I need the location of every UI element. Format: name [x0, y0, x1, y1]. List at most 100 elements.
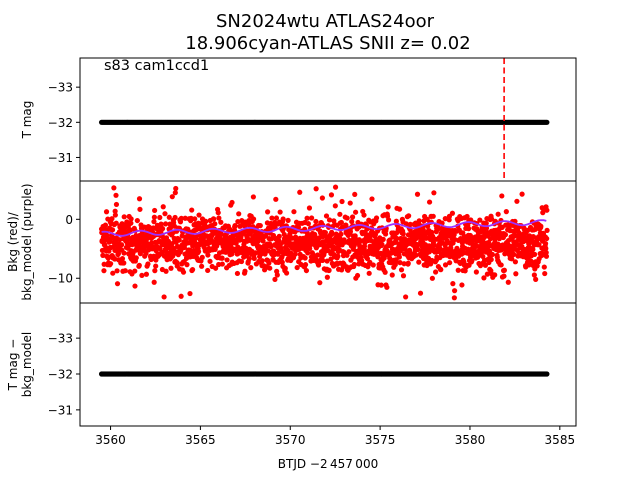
bkg-point [276, 233, 282, 239]
bkg-point [132, 283, 138, 289]
bkg-point [509, 256, 515, 262]
bkg-point [267, 265, 273, 271]
bkg-point [248, 265, 254, 271]
bkg-point [246, 256, 252, 262]
bkg-point [227, 226, 233, 232]
bkg-point [326, 267, 332, 273]
bkg-point [166, 214, 172, 220]
bkg-point [121, 250, 127, 256]
bkg-point [338, 231, 344, 237]
bkg-point [109, 216, 115, 222]
bkg-point [449, 210, 456, 216]
bkg-point [250, 194, 256, 200]
bkg-point [180, 269, 187, 275]
bkg-point [501, 273, 507, 279]
bkg-point [541, 264, 547, 270]
bkg-point [152, 268, 158, 274]
bkg-point [236, 211, 242, 217]
data-point [544, 371, 550, 377]
bkg-point [260, 238, 266, 244]
bkg-point [398, 267, 405, 273]
bkg-point [381, 255, 387, 261]
bkg-point [364, 256, 371, 262]
bkg-point [526, 262, 532, 268]
bkg-point [214, 243, 220, 249]
y-tick-label: 0 [65, 213, 73, 227]
bkg-point [322, 229, 329, 236]
bkg-point [406, 213, 412, 219]
bkg-point [112, 212, 118, 218]
bkg-point [162, 211, 168, 217]
bkg-point [543, 245, 549, 252]
y-tick-label: −31 [48, 151, 73, 165]
bkg-point [337, 211, 343, 217]
plot-area [98, 371, 550, 377]
bkg-point [139, 272, 145, 278]
bkg-point [112, 208, 118, 214]
bkg-point [346, 249, 352, 255]
bkg-point [266, 260, 272, 266]
bkg-point [343, 222, 349, 228]
bkg-point [229, 199, 235, 206]
bkg-point [361, 212, 367, 218]
y-axis-label: T mag [20, 101, 34, 140]
bkg-point [438, 267, 444, 273]
bkg-point [215, 210, 221, 216]
bkg-point [203, 218, 209, 225]
bkg-series [98, 184, 550, 301]
bkg-point [119, 242, 125, 248]
bkg-point [303, 267, 310, 274]
bkg-point [176, 237, 182, 243]
bkg-point [213, 265, 219, 271]
bkg-point [328, 192, 335, 198]
bkg-point [531, 272, 537, 278]
bkg-point [379, 241, 385, 247]
bkg-point [184, 262, 190, 268]
bkg-point [304, 215, 310, 221]
bkg-point [335, 253, 341, 259]
bkg-point [103, 209, 110, 215]
bkg-point [279, 259, 285, 265]
bkg-point [307, 245, 313, 252]
y-tick-label: −10 [48, 272, 73, 286]
bkg-point [396, 254, 402, 260]
bkg-point [189, 267, 196, 273]
bkg-point [114, 281, 121, 287]
bkg-point [251, 216, 257, 222]
bkg-point [451, 295, 457, 301]
bkg-point [132, 268, 138, 274]
bkg-point [514, 198, 520, 204]
bkg-point [233, 240, 239, 246]
bkg-point [538, 223, 544, 229]
bkg-point [159, 226, 166, 232]
bkg-point [483, 220, 489, 226]
y-axis-label: T mag − [6, 339, 20, 392]
chart-title-line2: 18.906cyan-ATLAS SNII z= 0.02 [185, 33, 470, 54]
bkg-point [450, 281, 456, 287]
bkg-point [251, 255, 257, 262]
bkg-point [426, 199, 433, 205]
bkg-point [192, 216, 198, 222]
bkg-point [212, 221, 218, 227]
bkg-point [544, 227, 550, 233]
bkg-point [280, 216, 286, 222]
bkg-point [224, 257, 230, 263]
bkg-point [530, 246, 536, 252]
bkg-point [218, 219, 224, 225]
bkg-point [187, 290, 193, 297]
bkg-point [273, 196, 279, 202]
bkg-point [294, 264, 300, 271]
bkg-point [235, 218, 241, 225]
bkg-point [265, 209, 271, 215]
bkg-point [534, 263, 540, 269]
plot-area [98, 58, 550, 181]
bkg-point [189, 207, 195, 213]
bkg-point [157, 214, 163, 221]
bkg-point [136, 262, 142, 268]
bkg-point [172, 214, 178, 221]
bkg-point [403, 294, 409, 300]
panel-top: −33 −32 −31 T mag [20, 57, 577, 182]
bkg-point [100, 252, 106, 258]
bkg-point [285, 217, 291, 223]
